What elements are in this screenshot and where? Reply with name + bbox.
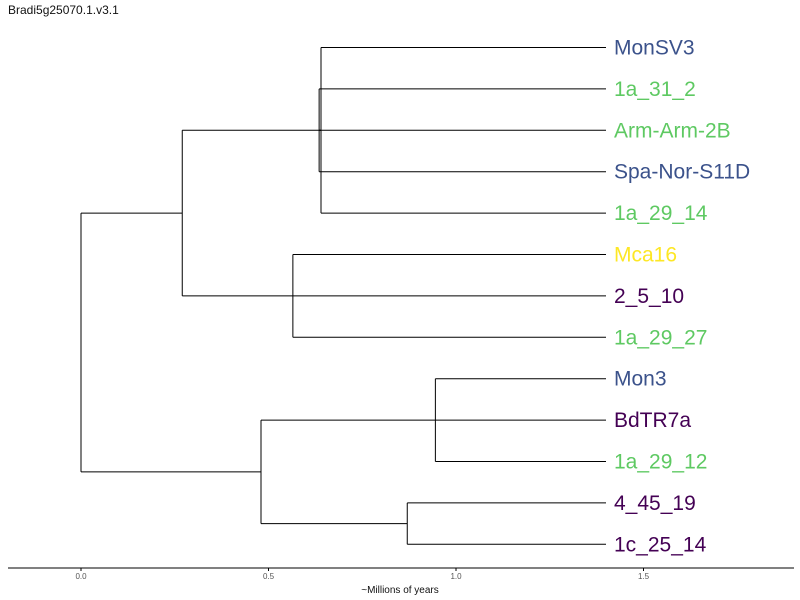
leaf-label: 1c_25_14 bbox=[614, 533, 707, 556]
leaf-label: Arm-Arm-2B bbox=[614, 119, 731, 142]
leaf-label: 4_45_19 bbox=[614, 492, 696, 515]
leaf-label: Mca16 bbox=[614, 244, 677, 267]
leaf-label: MonSV3 bbox=[614, 37, 695, 60]
leaf-label: 1a_31_2 bbox=[614, 78, 696, 101]
x-axis-label: ~Millions of years bbox=[361, 585, 439, 596]
x-tick-label: 1.5 bbox=[638, 572, 650, 581]
x-tick-label: 0.0 bbox=[75, 572, 87, 581]
leaf-label: 2_5_10 bbox=[614, 285, 684, 308]
leaf-label: 1a_29_27 bbox=[614, 326, 707, 349]
x-axis-ticks: 0.0 0.5 1.0 1.5 bbox=[75, 568, 650, 581]
leaf-label: Mon3 bbox=[614, 368, 667, 391]
x-axis: 0.0 0.5 1.0 1.5 ~Millions of years bbox=[8, 567, 794, 596]
leaf-label: 1a_29_14 bbox=[614, 202, 708, 225]
x-tick-label: 0.5 bbox=[263, 572, 275, 581]
tree-branches bbox=[80, 47, 606, 545]
leaf-label: Spa-Nor-S11D bbox=[614, 161, 750, 184]
x-tick-label: 1.0 bbox=[450, 572, 462, 581]
leaf-label: BdTR7a bbox=[614, 409, 691, 432]
leaf-label: 1a_29_12 bbox=[614, 451, 707, 474]
leaf-labels: MonSV3 1a_31_2 Arm-Arm-2B Spa-Nor-S11D 1a_29… bbox=[614, 37, 750, 557]
page-title: Bradi5g25070.1.v3.1 bbox=[8, 3, 119, 17]
